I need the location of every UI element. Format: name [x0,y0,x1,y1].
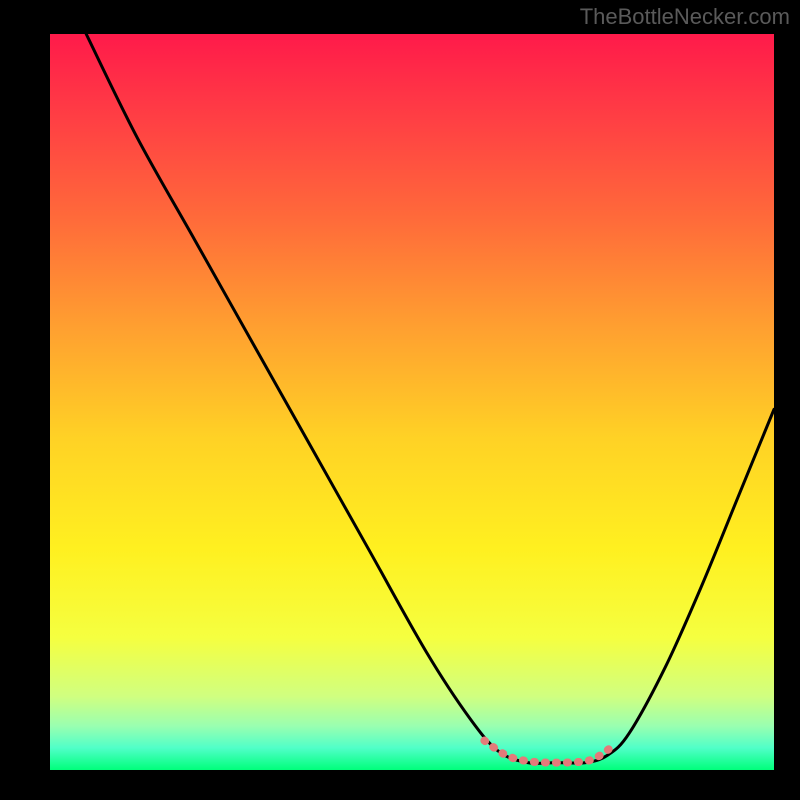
watermark-text: TheBottleNecker.com [580,4,790,30]
chart-gradient-background [50,34,774,770]
chart-area [50,34,774,770]
